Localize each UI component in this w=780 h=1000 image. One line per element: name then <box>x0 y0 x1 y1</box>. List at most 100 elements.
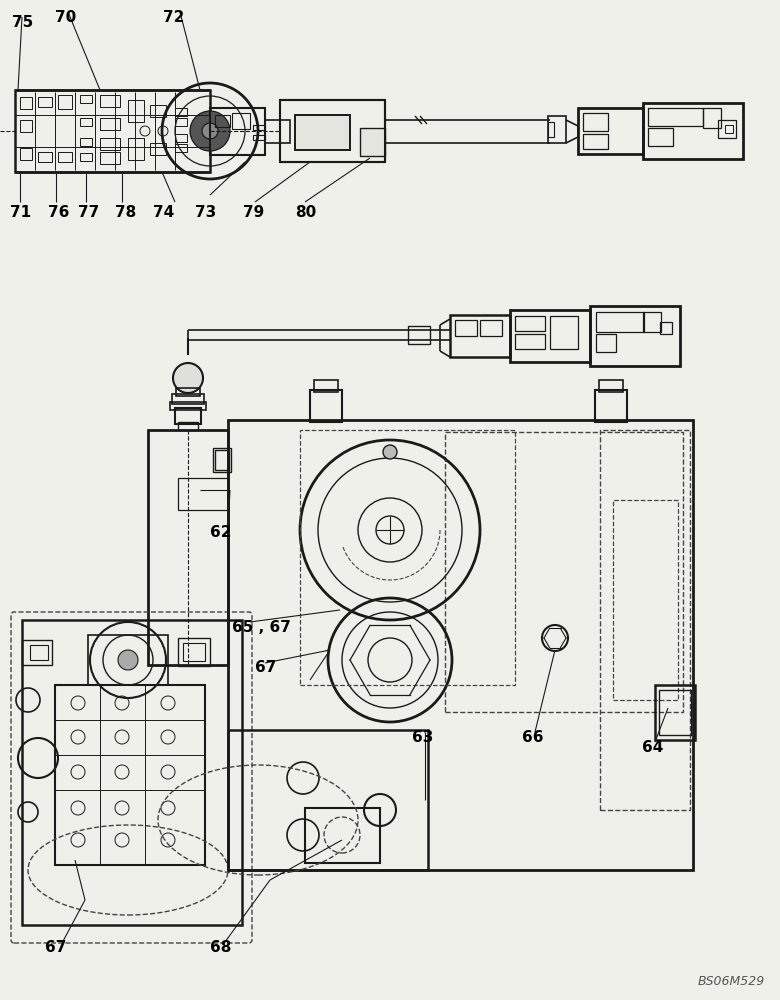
Bar <box>80 138 92 146</box>
Text: 75: 75 <box>12 15 34 30</box>
Bar <box>659 690 691 735</box>
Text: 73: 73 <box>195 205 216 220</box>
Bar <box>175 108 187 116</box>
Circle shape <box>118 650 138 670</box>
Text: 62: 62 <box>210 525 232 540</box>
Bar <box>703 108 721 128</box>
Text: 67: 67 <box>255 660 276 675</box>
Bar <box>210 108 265 155</box>
Bar <box>295 115 350 150</box>
Bar <box>215 450 229 470</box>
Bar <box>265 120 290 143</box>
Bar <box>578 108 643 154</box>
Bar <box>232 113 250 129</box>
Bar <box>314 380 338 392</box>
Bar <box>648 128 673 146</box>
Bar <box>600 430 690 810</box>
Text: 65 , 67: 65 , 67 <box>232 620 291 635</box>
Bar <box>280 100 385 162</box>
Text: 68: 68 <box>210 940 232 955</box>
Text: 66: 66 <box>522 730 544 745</box>
Bar <box>596 334 616 352</box>
Text: 78: 78 <box>115 205 136 220</box>
Bar <box>175 144 187 152</box>
Text: 74: 74 <box>153 205 174 220</box>
Bar <box>455 320 477 336</box>
Text: 76: 76 <box>48 205 69 220</box>
Text: 79: 79 <box>243 205 264 220</box>
Bar <box>515 334 545 349</box>
Bar <box>22 620 242 925</box>
Bar <box>55 685 205 865</box>
Bar <box>30 645 48 660</box>
Bar <box>599 380 623 392</box>
Text: 70: 70 <box>55 10 76 25</box>
Bar <box>550 316 578 349</box>
Bar <box>595 390 627 422</box>
Bar <box>655 685 695 740</box>
Text: 80: 80 <box>295 205 316 220</box>
Circle shape <box>202 123 218 139</box>
Bar <box>583 113 608 131</box>
Bar <box>408 326 430 344</box>
Circle shape <box>173 363 203 393</box>
Text: 67: 67 <box>45 940 66 955</box>
Bar <box>660 322 672 334</box>
Bar <box>58 152 72 162</box>
Bar <box>480 320 502 336</box>
Bar <box>548 116 566 143</box>
Text: 72: 72 <box>163 10 184 25</box>
Bar <box>450 315 510 357</box>
Bar <box>215 115 230 127</box>
Bar <box>300 430 515 685</box>
Bar <box>128 138 144 160</box>
Bar <box>613 500 678 700</box>
Text: 77: 77 <box>78 205 99 220</box>
Bar <box>583 134 608 149</box>
Bar <box>178 478 228 510</box>
Bar <box>590 306 680 366</box>
Bar <box>305 808 380 863</box>
Bar <box>100 95 120 107</box>
Bar <box>22 640 52 665</box>
Bar <box>58 95 72 109</box>
Bar <box>88 635 168 685</box>
Bar <box>295 115 350 150</box>
Circle shape <box>383 445 397 459</box>
Bar <box>176 388 200 396</box>
Bar <box>253 125 265 130</box>
Bar <box>20 148 32 160</box>
Text: 64: 64 <box>642 740 663 755</box>
Bar <box>228 420 693 870</box>
Bar <box>20 97 32 109</box>
Bar <box>175 408 201 424</box>
Bar <box>725 125 733 133</box>
Text: BS06M529: BS06M529 <box>698 975 765 988</box>
Bar <box>175 118 187 126</box>
Bar <box>100 118 120 130</box>
Bar <box>445 432 683 712</box>
Bar <box>80 153 92 161</box>
Bar <box>100 138 120 150</box>
Text: 71: 71 <box>10 205 31 220</box>
Bar <box>648 108 703 126</box>
Bar <box>510 310 590 362</box>
Bar <box>100 152 120 164</box>
Bar <box>150 143 166 155</box>
Bar <box>360 128 385 156</box>
Bar <box>596 312 644 332</box>
Bar <box>170 402 206 410</box>
Bar <box>183 643 205 661</box>
Bar <box>38 152 52 162</box>
Bar <box>548 122 554 137</box>
Bar <box>150 105 166 117</box>
Bar <box>128 100 144 122</box>
Bar <box>178 422 198 430</box>
Text: 63: 63 <box>412 730 434 745</box>
Bar <box>718 120 736 138</box>
Bar <box>178 638 210 666</box>
Bar <box>310 390 342 422</box>
Bar <box>80 118 92 126</box>
Bar <box>643 103 743 159</box>
Bar <box>172 394 204 404</box>
